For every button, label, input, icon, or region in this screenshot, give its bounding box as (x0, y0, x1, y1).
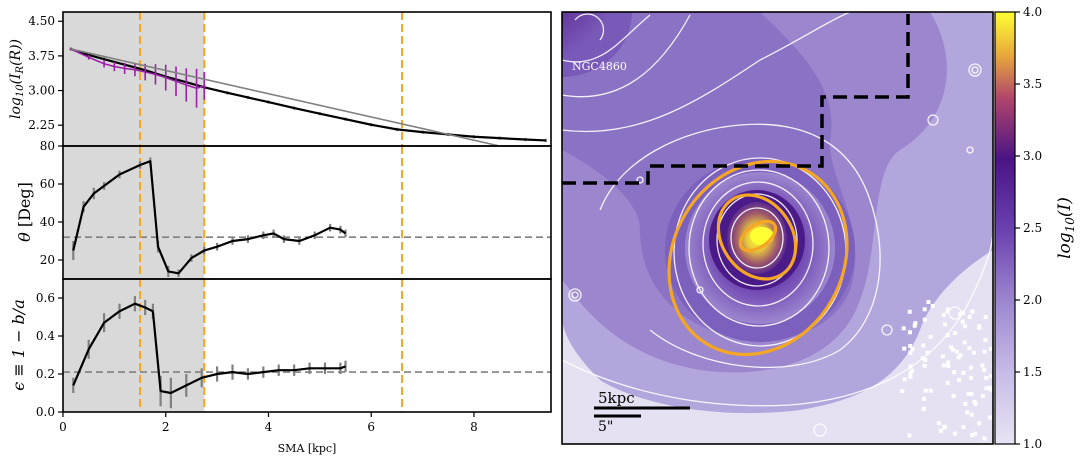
colorbar (994, 11, 1016, 445)
sb-ytick-label-0: 4.50 (28, 14, 55, 28)
pa-ytick-label-0: 80 (40, 139, 55, 153)
galaxy-label: NGC4860 (572, 60, 627, 73)
sb-fit-line (70, 48, 500, 146)
tick-layer: 4.50 3.75 3.00 2.25 80 60 40 20 0.6 0.4 0.2 0.0 0 2 4 6… (28, 14, 477, 434)
galaxy-image (562, 12, 993, 444)
pa-ytick-label-2: 40 (40, 215, 55, 229)
colorbar-tick-label-1: 3.5 (1023, 77, 1042, 91)
colorbar-tick-label-0: 4.0 (1023, 5, 1042, 19)
colorbar-tick-label-2: 3.0 (1023, 149, 1042, 163)
eps-ytick-label-0: 0.6 (36, 291, 55, 305)
colorbar-ticks: 4.0 3.5 3.0 2.5 2.0 1.5 1.0 (1015, 5, 1042, 451)
surface-brightness-panel (63, 12, 547, 146)
axes-frames (62, 11, 552, 413)
sb-shaded-region (63, 12, 205, 146)
eps-shaded-region (63, 279, 205, 412)
colorbar-tick-label-6: 1.0 (1023, 437, 1042, 451)
ellipticity-panel (63, 279, 551, 412)
top-ylabel: log10(IR(R)) (8, 39, 26, 119)
xlabel: SMA [kpc] (278, 442, 337, 455)
eps-ytick-label-1: 0.4 (36, 329, 55, 343)
colorbar-tick-label-4: 2.0 (1023, 293, 1042, 307)
eps-ytick-label-3: 0.0 (36, 405, 55, 419)
xtick-label-1: 2 (162, 420, 170, 434)
position-angle-panel (63, 146, 551, 279)
scale-bars: 5kpc 5" (594, 389, 690, 435)
colorbar-tick-label-5: 1.5 (1023, 365, 1042, 379)
bot-ylabel: ϵ ≡ 1 − b/a (9, 299, 28, 390)
scalebar-kpc-label: 5kpc (598, 389, 635, 407)
sb-ytick-label-3: 2.25 (28, 118, 55, 132)
sb-ytick-label-2: 3.00 (28, 84, 55, 98)
mid-ylabel: θ [Deg] (15, 182, 34, 242)
colorbar-tick-label-3: 2.5 (1023, 221, 1042, 235)
xtick-label-4: 8 (470, 420, 478, 434)
pa-ytick-label-3: 20 (40, 253, 55, 267)
xtick-label-0: 0 (59, 420, 67, 434)
scalebar-arcsec-label: 5" (598, 419, 613, 435)
pa-ytick-label-1: 60 (40, 177, 55, 191)
masked-pixels (900, 300, 993, 441)
colorbar-label: log10(I) (1055, 197, 1077, 259)
xtick-label-3: 6 (367, 420, 375, 434)
image-frame (561, 11, 994, 445)
eps-ytick-label-2: 0.2 (36, 367, 55, 381)
xtick-label-2: 4 (265, 420, 273, 434)
sb-ytick-label-1: 3.75 (28, 49, 55, 63)
